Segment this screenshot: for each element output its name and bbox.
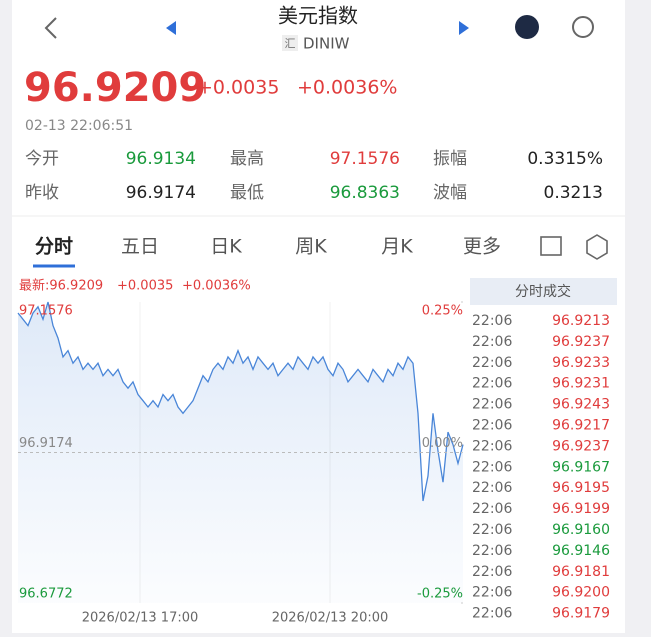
trade-price: 96.9179 [552,606,610,622]
trade-price: 96.9199 [552,501,610,517]
ai-button[interactable] [515,15,539,39]
trade-time: 22:06 [472,480,512,496]
tab[interactable]: 分时 [35,236,73,258]
trade-price: 96.9200 [552,585,610,601]
stat-value: 0.3315% [527,149,603,169]
trade-price: 96.9233 [552,355,610,371]
change: +0.0035 [197,77,279,99]
tab[interactable]: 月K [381,236,413,258]
trade-time: 22:06 [472,459,512,475]
trade-time: 22:06 [472,564,512,580]
trade-time: 22:06 [472,397,512,413]
trade-price: 96.9231 [552,376,610,392]
price: 96.9209 [24,65,206,111]
trade-price: 96.9167 [552,459,610,475]
stat-label: 昨收 [25,183,59,203]
tab[interactable]: 更多 [463,236,501,258]
layout-icon[interactable] [540,236,562,256]
next-button[interactable] [459,21,469,35]
tab[interactable]: 周K [295,236,327,258]
trades-title: 分时成交 [515,283,571,300]
trade-time: 22:06 [472,606,512,622]
trade-time: 22:06 [472,376,512,392]
trade-price: 96.9243 [552,397,610,413]
pct: +0.0036% [297,77,397,99]
stat-value: 0.3213 [544,183,603,203]
badge: 汇 [285,37,296,50]
trade-time: 22:06 [472,585,512,601]
trade-time: 22:06 [472,334,512,350]
trade-price: 96.9213 [552,313,610,329]
trade-price: 96.9160 [552,522,610,538]
code: DINIW [303,35,350,53]
trade-price: 96.9181 [552,564,610,580]
trade-time: 22:06 [472,501,512,517]
stat-label: 最高 [230,149,264,169]
stat-value: 96.9134 [126,149,196,169]
stat-label: 振幅 [433,149,467,169]
price-line [17,301,464,502]
y-tick-label: 97.1576 [19,304,73,319]
y2-tick-label: 0.00% [422,436,463,451]
tab[interactable]: 日K [210,236,242,258]
trade-price: 96.9146 [552,543,610,559]
badge-bg [282,35,298,51]
trade-price: 96.9237 [552,438,610,454]
search-button[interactable] [572,16,594,38]
stat-value: 96.8363 [330,183,400,203]
x-tick-label: 2026/02/13 17:00 [82,611,199,626]
trade-time: 22:06 [472,543,512,559]
stat-label: 今开 [25,149,59,169]
trade-time: 22:06 [472,313,512,329]
stat-value: 96.9174 [126,183,196,203]
x-tick-label: 2026/02/13 20:00 [272,611,389,626]
y-tick-label: 96.9174 [19,436,73,451]
stat-value: 97.1576 [330,149,400,169]
prev-button[interactable] [166,21,176,35]
trade-price: 96.9195 [552,480,610,496]
y-tick-label: 96.6772 [19,587,73,602]
trade-time: 22:06 [472,522,512,538]
trade-time: 22:06 [472,438,512,454]
latest-pct: +0.0036% [182,279,251,294]
back-button[interactable] [44,17,57,39]
y2-tick-label: -0.25% [417,587,463,602]
latest-change: +0.0035 [117,279,173,294]
tab[interactable]: 五日 [121,236,159,258]
trades-header-bg [470,278,617,305]
trade-time: 22:06 [472,418,512,434]
y2-tick-label: 0.25% [422,304,463,319]
trade-price: 96.9217 [552,418,610,434]
title: 美元指数 [278,4,358,28]
settings-icon[interactable] [586,234,608,260]
stat-label: 波幅 [433,183,467,203]
trade-price: 96.9237 [552,334,610,350]
latest: 最新:96.9209 [19,278,103,294]
stat-label: 最低 [230,183,264,203]
trade-time: 22:06 [472,355,512,371]
quote-time: 02-13 22:06:51 [25,118,133,134]
